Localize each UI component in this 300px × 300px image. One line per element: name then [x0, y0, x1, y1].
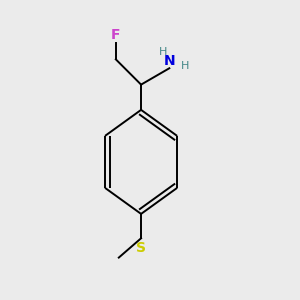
Text: N: N	[164, 54, 175, 68]
Text: S: S	[136, 241, 146, 255]
Text: H: H	[181, 61, 189, 71]
Text: H: H	[159, 47, 167, 57]
Text: F: F	[111, 28, 121, 41]
